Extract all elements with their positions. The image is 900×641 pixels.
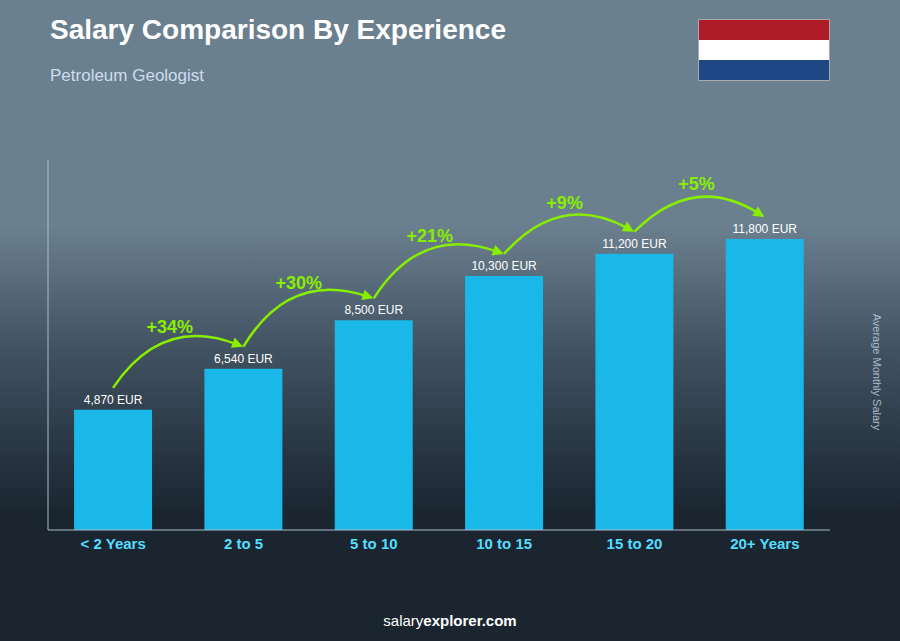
svg-text:11,200 EUR: 11,200 EUR [602, 237, 667, 251]
svg-text:11,800 EUR: 11,800 EUR [732, 222, 797, 236]
html-text:Petroleum Geologist: Petroleum Geologist [50, 66, 204, 85]
svg-text:2 to 5: 2 to 5 [224, 535, 263, 552]
svg-text:+21%: +21% [407, 226, 454, 246]
svg-text:10 to 15: 10 to 15 [476, 535, 532, 552]
svg-text:+9%: +9% [546, 193, 583, 213]
svg-text:5 to 10: 5 to 10 [350, 535, 398, 552]
svg-text:6,540 EUR: 6,540 EUR [214, 352, 273, 366]
svg-text:4,870 EUR: 4,870 EUR [84, 393, 143, 407]
svg-text:8,500 EUR: 8,500 EUR [344, 303, 403, 317]
svg-text:+34%: +34% [147, 317, 194, 337]
html-text:Salary Comparison By Experienc: Salary Comparison By Experience [50, 14, 506, 45]
svg-text:20+ Years: 20+ Years [730, 535, 799, 552]
html-text:salary explorer.com: salary explorer.com [383, 612, 517, 629]
svg-text:+30%: +30% [275, 273, 322, 293]
svg-text:< 2 Years: < 2 Years [81, 535, 146, 552]
html-text:Average Monthly Salary: Average Monthly Salary [871, 313, 883, 431]
svg-text:15 to 20: 15 to 20 [607, 535, 663, 552]
svg-text:10,300 EUR: 10,300 EUR [471, 259, 537, 273]
svg-text:+5%: +5% [678, 174, 715, 194]
